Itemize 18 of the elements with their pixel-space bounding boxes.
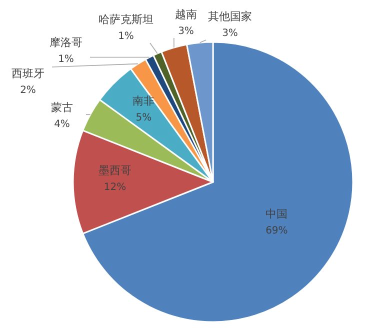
- slice-label: 蒙古: [51, 101, 73, 114]
- data-label: 69%: [266, 225, 288, 236]
- slice-label: 其他国家: [208, 10, 252, 23]
- slice-label: 墨西哥: [98, 164, 132, 177]
- data-label: 2%: [20, 85, 36, 96]
- slice-label: 哈萨克斯坦: [98, 13, 154, 26]
- slice-label: 摩洛哥: [50, 36, 82, 49]
- data-label: 12%: [104, 182, 126, 193]
- data-label: 4%: [54, 119, 70, 130]
- data-label: 3%: [178, 26, 194, 37]
- slice-label: 南非: [132, 94, 155, 108]
- data-label: 1%: [58, 54, 74, 65]
- data-label: 3%: [222, 28, 238, 39]
- data-label: 5%: [136, 112, 152, 124]
- slice-label: 西班牙: [12, 67, 44, 80]
- data-label: 1%: [118, 31, 134, 42]
- slice-label: 越南: [175, 8, 197, 21]
- slice-label: 中国: [266, 207, 288, 220]
